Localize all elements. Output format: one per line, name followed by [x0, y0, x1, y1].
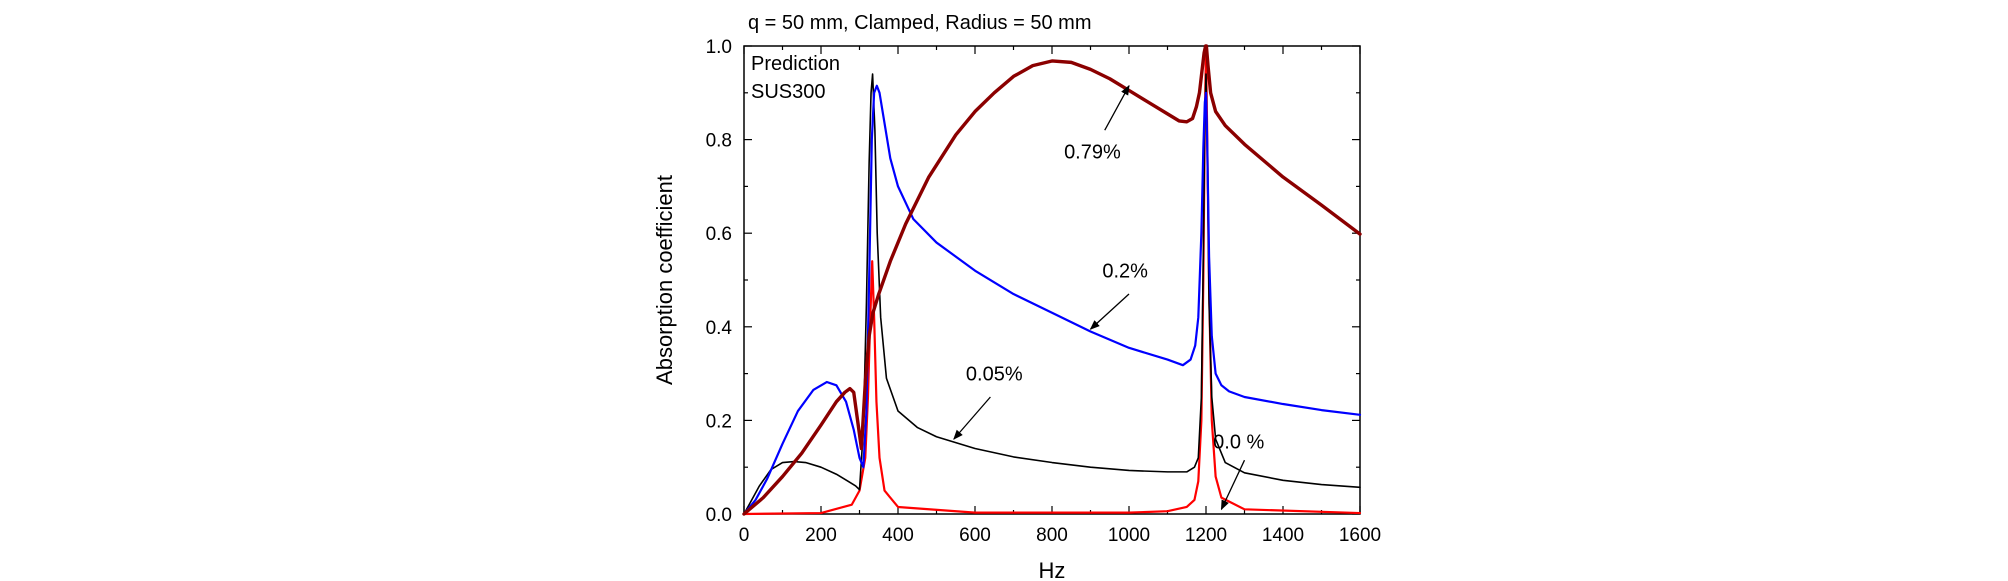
annotation-arrow — [1104, 84, 1130, 131]
x-tick-label: 400 — [882, 525, 914, 546]
annotation-label: 0.79% — [1064, 141, 1121, 163]
y-axis-title: Absorption coefficient — [652, 175, 677, 385]
x-tick-label: 1200 — [1185, 525, 1227, 546]
y-tick-label: 0.8 — [706, 131, 732, 152]
x-axis-ticks: 0 200 400 600 800 1000 1200 1400 1600 — [739, 46, 1381, 546]
x-tick-label: 1000 — [1108, 525, 1150, 546]
series-line-0-2 — [742, 84, 1362, 516]
series-line-0-0 — [742, 49, 1362, 516]
y-tick-label: 0.4 — [706, 318, 733, 339]
x-tick-label: 200 — [805, 525, 837, 546]
x-tick-label: 0 — [739, 525, 750, 546]
y-tick-label: 0.6 — [706, 224, 732, 245]
y-tick-label: 0.0 — [706, 505, 732, 526]
annotation-arrow — [1089, 293, 1130, 330]
annotation-label: 0.05% — [966, 364, 1023, 386]
inset-label-line-2: SUS300 — [751, 81, 826, 103]
chart-title: q = 50 mm, Clamped, Radius = 50 mm — [748, 12, 1091, 34]
y-axis-ticks: 0.0 0.2 0.4 0.6 0.8 1.0 — [706, 37, 1360, 526]
x-tick-label: 800 — [1036, 525, 1068, 546]
annotation-arrow — [1220, 459, 1246, 511]
plot-frame — [743, 45, 1361, 515]
x-tick-label: 600 — [959, 525, 991, 546]
annotation-label: 0.0 % — [1213, 431, 1264, 453]
annotation-label: 0.2% — [1102, 261, 1148, 283]
series-line-0-79 — [742, 44, 1362, 516]
series-line-0-05 — [743, 73, 1361, 515]
x-tick-label: 1600 — [1339, 525, 1381, 546]
x-axis-title: Hz — [1039, 558, 1066, 581]
y-tick-label: 0.2 — [706, 411, 732, 432]
annotation-layer: 0.79% 0.2% 0.05% 0.0 % — [953, 84, 1265, 511]
inset-label-line-1: Prediction — [751, 53, 840, 75]
y-tick-label: 1.0 — [706, 37, 732, 58]
x-tick-label: 1400 — [1262, 525, 1304, 546]
series-layer — [742, 44, 1362, 516]
annotation-arrow — [953, 396, 991, 440]
